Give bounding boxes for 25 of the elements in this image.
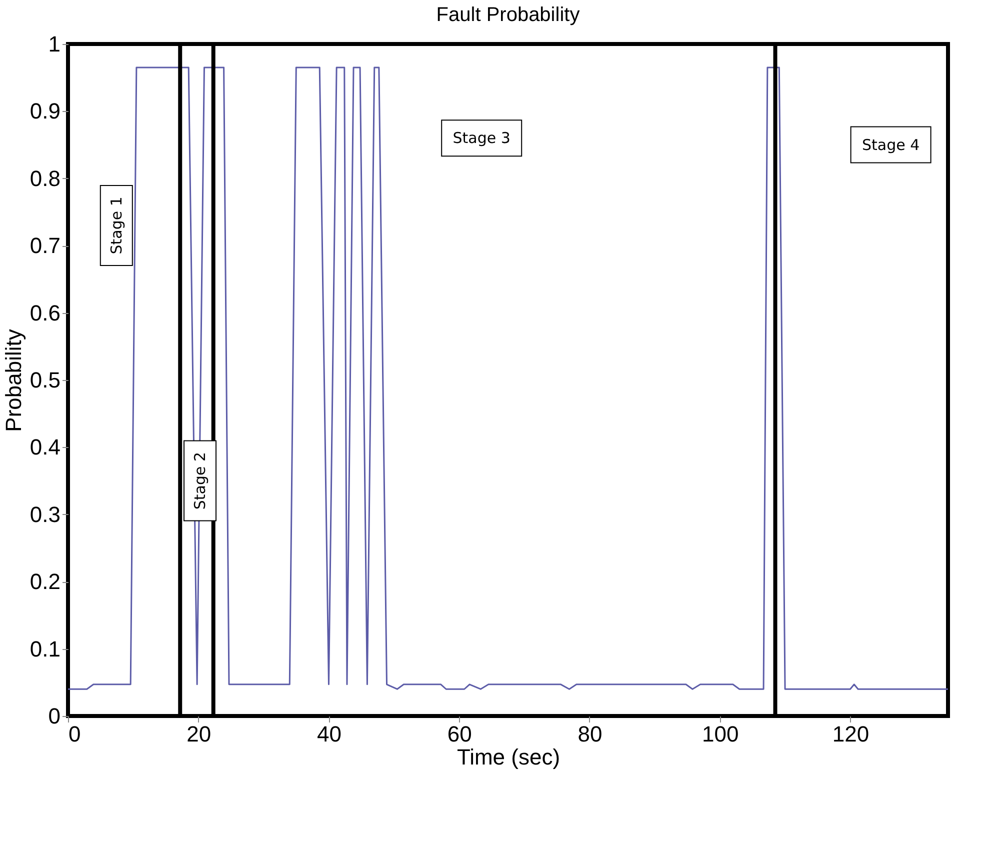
- y-tick-label: 0.6: [30, 300, 60, 326]
- y-tick-label: 0.8: [30, 166, 60, 191]
- x-tick-label: 60: [447, 722, 472, 746]
- chart-title: Fault Probability: [436, 4, 580, 26]
- y-tick-label: 0.3: [30, 502, 60, 527]
- x-tick-label: 100: [702, 722, 739, 746]
- y-tick-label: 1: [48, 32, 60, 56]
- y-tick-label: 0.4: [30, 434, 60, 460]
- x-tick-label: 40: [317, 722, 342, 746]
- x-tick-label: 20: [186, 722, 212, 746]
- x-tick-label: 0: [68, 722, 81, 746]
- annotation: Stage 2: [191, 452, 209, 510]
- annotation: Stage 4: [862, 136, 920, 154]
- y-tick-label: 0.5: [30, 368, 60, 392]
- x-axis-title: Time (sec): [456, 744, 560, 770]
- annotation: Stage 1: [107, 196, 126, 254]
- x-tick-label: 80: [578, 722, 602, 746]
- y-tick-label: 0.2: [30, 569, 60, 594]
- annotation: Stage 3: [452, 129, 510, 148]
- y-tick-label: 0.9: [30, 98, 60, 124]
- y-axis-title: Probability: [0, 329, 26, 432]
- y-tick-label: 0.7: [30, 233, 60, 258]
- y-tick-label: 0.1: [30, 636, 60, 662]
- y-tick-label: 0: [48, 704, 60, 728]
- x-tick-label: 120: [832, 722, 870, 746]
